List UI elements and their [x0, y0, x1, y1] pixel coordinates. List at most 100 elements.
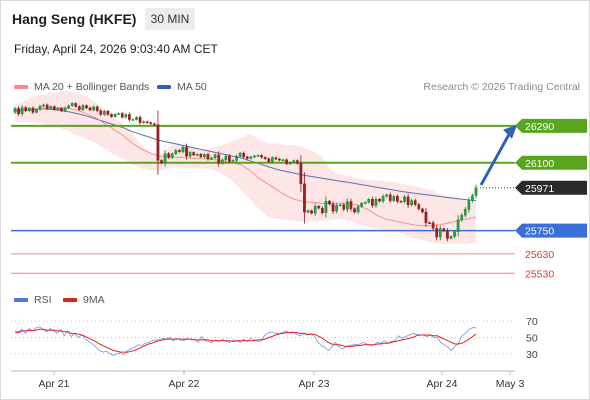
- candle-body: [38, 105, 42, 110]
- candle-body: [371, 199, 374, 206]
- candle-body: [392, 196, 396, 201]
- candle-body: [56, 108, 60, 110]
- candle-body: [63, 107, 67, 112]
- candle-body: [49, 106, 53, 109]
- candle-body: [106, 110, 110, 115]
- candle-body: [181, 147, 185, 152]
- candle-body: [188, 152, 192, 157]
- candle-body: [331, 203, 335, 212]
- candle-body: [81, 105, 85, 110]
- candle-body: [85, 105, 88, 109]
- candle-body: [67, 105, 70, 109]
- level-tag-26290: [515, 118, 587, 133]
- candle-body: [185, 147, 188, 157]
- ma20-swatch: [14, 85, 28, 90]
- candle-body: [381, 196, 385, 202]
- candle-body: [463, 209, 467, 216]
- candle-body: [249, 156, 253, 159]
- x-tick-label: Apr 23: [299, 378, 330, 390]
- candle-body: [410, 200, 414, 206]
- rsi-ma-swatch: [63, 298, 77, 303]
- rsi-tick-50: 50: [526, 332, 538, 344]
- candle-body: [142, 121, 146, 123]
- candle-body: [138, 117, 142, 123]
- candle-body: [471, 195, 474, 201]
- candle-body: [353, 208, 356, 213]
- candle-body: [435, 228, 439, 238]
- candle-body: [13, 108, 17, 113]
- level-label-26290: 26290: [525, 121, 554, 133]
- timeframe-badge[interactable]: 30 MIN: [145, 8, 195, 30]
- candle-body: [288, 162, 292, 164]
- candle-body: [24, 107, 28, 111]
- candle-body: [385, 194, 389, 197]
- candle-body: [378, 199, 381, 202]
- candle-body: [310, 210, 313, 214]
- candle-body: [338, 204, 342, 207]
- candle-body: [360, 203, 363, 207]
- candle-body: [95, 106, 99, 111]
- ma50-swatch: [157, 85, 171, 90]
- candle-body: [245, 156, 249, 159]
- candle-body: [421, 208, 424, 213]
- candle-body: [396, 196, 399, 202]
- candle-body: [170, 153, 174, 158]
- candle-body: [206, 154, 210, 160]
- instrument-title: Hang Seng (HKFE): [12, 11, 137, 27]
- candle-body: [449, 236, 453, 239]
- candle-body: [424, 211, 428, 223]
- ma50-legend-label: MA 50: [177, 81, 207, 93]
- candle-body: [163, 153, 167, 164]
- rsi-legend-label: RSI: [34, 294, 52, 306]
- candle-body: [131, 119, 135, 121]
- candle-body: [88, 107, 92, 111]
- candle-body: [335, 205, 338, 212]
- candle-body: [31, 107, 35, 113]
- level-label-25971: 25971: [525, 183, 554, 195]
- candle-body: [278, 158, 281, 161]
- candle-body: [92, 106, 95, 111]
- candle-body: [160, 160, 163, 164]
- candle-body: [374, 199, 378, 206]
- candle-body: [460, 214, 464, 220]
- candle-body: [203, 154, 206, 158]
- candle-body: [456, 219, 460, 232]
- candle-body: [35, 109, 38, 113]
- x-tick-label: Apr 21: [39, 378, 70, 390]
- candle-body: [235, 155, 238, 161]
- candle-body: [356, 206, 360, 213]
- candle-body: [270, 157, 274, 162]
- candle-body: [128, 114, 131, 120]
- rsi-swatch: [14, 298, 28, 303]
- chart-header: Hang Seng (HKFE) 30 MIN: [1, 1, 589, 37]
- candle-body: [399, 201, 403, 203]
- candle-body: [345, 201, 349, 210]
- candle-body: [474, 187, 478, 196]
- candle-body: [317, 205, 321, 209]
- candle-body: [274, 157, 278, 160]
- candle-body: [20, 107, 24, 115]
- candle-body: [192, 152, 196, 156]
- level-label-25750: 25750: [525, 226, 554, 238]
- candle-body: [174, 150, 178, 155]
- candle-body: [149, 122, 153, 124]
- legend-ma20: MA 20 + Bollinger Bands: [14, 81, 149, 93]
- candle-body: [467, 200, 471, 210]
- candle-body: [110, 114, 113, 117]
- candle-body: [295, 160, 299, 164]
- rsi-tick-30: 30: [526, 349, 538, 361]
- candle-body: [242, 152, 246, 158]
- candle-body: [253, 155, 256, 158]
- timestamp: Friday, April 24, 2026 9:03:40 AM CET: [14, 42, 218, 56]
- legend-ma50: MA 50: [157, 81, 207, 93]
- candle-body: [113, 114, 117, 117]
- candle-body: [238, 152, 242, 157]
- candle-body: [303, 183, 306, 213]
- rsi-tick-70: 70: [526, 316, 538, 328]
- forecast-arrow-shaft: [479, 130, 513, 186]
- candle-body: [299, 163, 303, 184]
- forecast-arrow-head: [503, 124, 517, 139]
- candle-body: [102, 110, 106, 115]
- candle-body: [438, 228, 442, 238]
- credit-text: Research © 2026 Trading Central: [423, 81, 580, 93]
